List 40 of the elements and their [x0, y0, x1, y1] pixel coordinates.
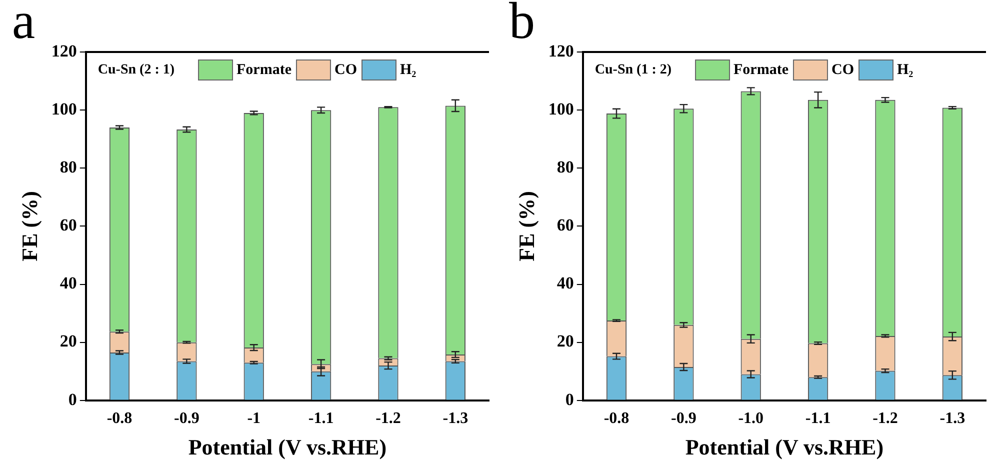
x-tick-label: -1.2	[872, 410, 898, 428]
x-tick-label: -1.3	[940, 410, 966, 428]
legend-label: H₂	[400, 62, 417, 78]
x-tick-label: -0.8	[106, 410, 132, 428]
x-tick-label: -0.9	[174, 410, 200, 428]
x-tick-label: -1.1	[805, 410, 831, 428]
y-axis-title: FE (%)	[514, 191, 539, 262]
y-tick-label: 120	[548, 41, 574, 60]
legend-label: CO	[831, 62, 854, 78]
x-tick-label: -1.1	[308, 410, 334, 428]
x-tick-label: -1.0	[738, 410, 764, 428]
legend-label: H₂	[896, 62, 914, 78]
y-tick-label: 60	[60, 216, 77, 235]
x-axis-title: Potential (V vs.RHE)	[188, 434, 387, 460]
legend-title: Cu-Sn (2 : 1)	[98, 62, 175, 78]
x-tick-label: -0.8	[604, 410, 630, 428]
y-tick-label: 100	[548, 99, 574, 118]
y-tick-label: 0	[68, 390, 77, 409]
x-tick-label: -1.2	[376, 410, 401, 428]
legend-label: Formate	[734, 62, 789, 78]
x-tick-label: -1	[247, 410, 261, 428]
legend-label: Formate	[236, 62, 292, 78]
y-tick-label: 20	[556, 332, 574, 351]
chart-title: a	[12, 0, 36, 51]
legend-title: Cu-Sn (1 : 2)	[594, 62, 672, 78]
y-tick-label: 120	[51, 41, 77, 60]
x-tick-label: -0.9	[671, 410, 696, 428]
y-tick-label: 80	[556, 158, 574, 177]
y-tick-label: 40	[556, 274, 574, 293]
y-tick-label: 0	[565, 390, 574, 409]
y-tick-label: 60	[556, 216, 574, 235]
y-tick-label: 80	[60, 158, 77, 177]
x-tick-label: -1.3	[442, 410, 468, 428]
y-tick-label: 20	[60, 332, 77, 351]
y-tick-label: 100	[51, 99, 77, 118]
y-axis-title: FE (%)	[16, 191, 42, 262]
x-axis-title: Potential (V vs.RHE)	[685, 434, 884, 460]
legend-label: CO	[334, 62, 357, 78]
chart-title: b	[509, 0, 535, 51]
y-tick-label: 40	[60, 274, 77, 293]
